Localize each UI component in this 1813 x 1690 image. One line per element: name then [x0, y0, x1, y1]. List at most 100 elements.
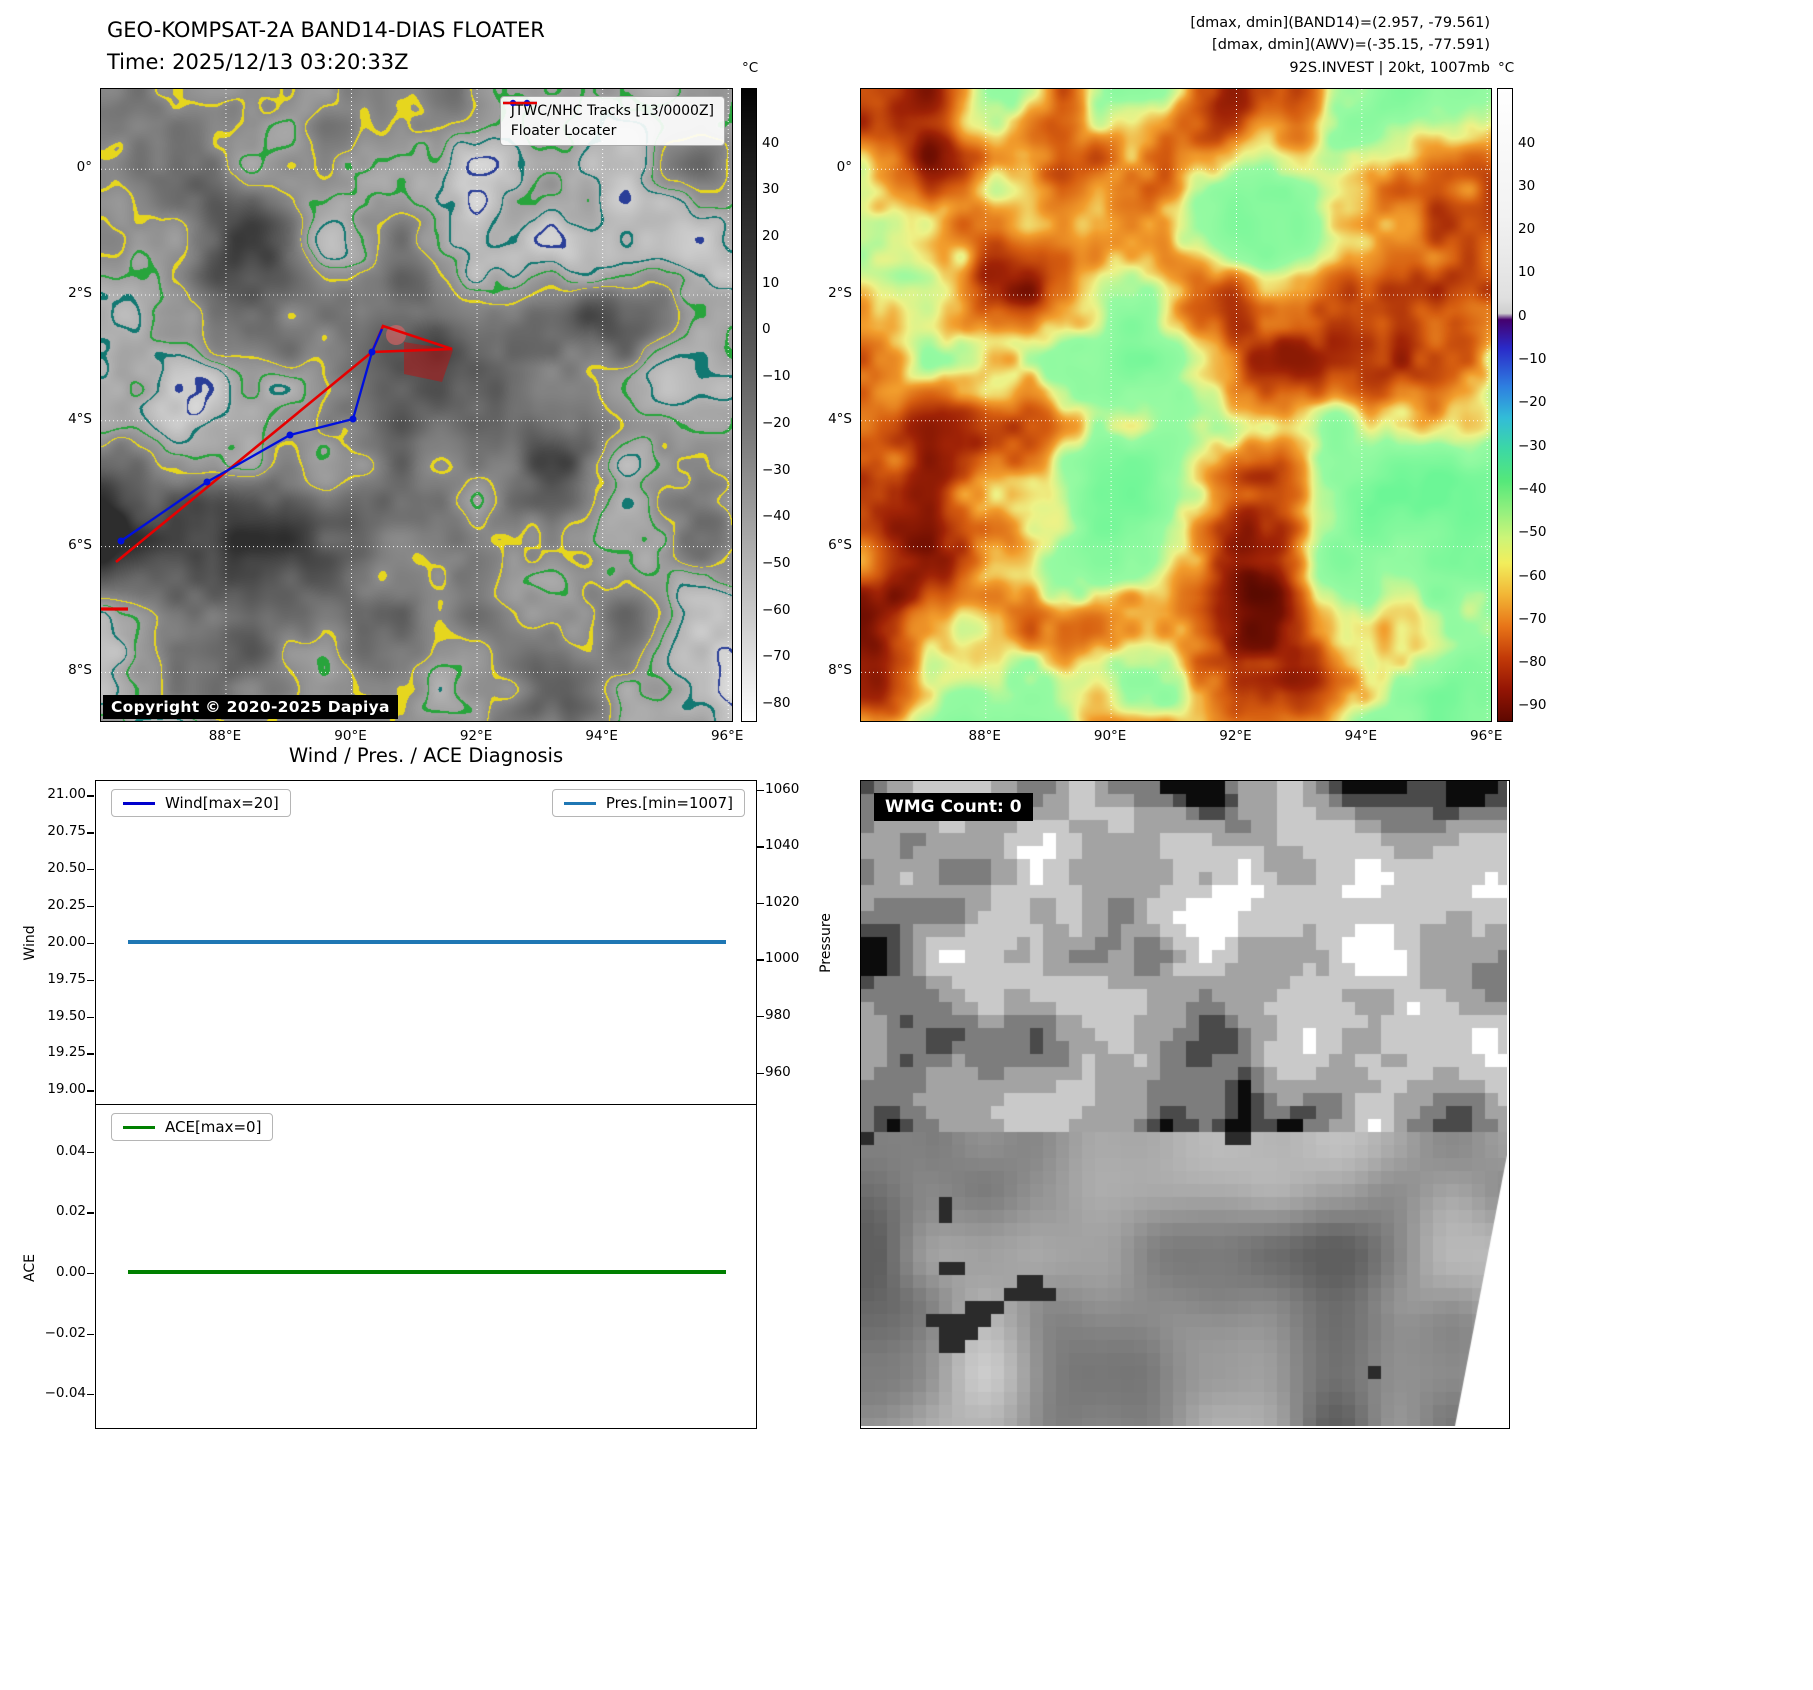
colorbar-tick: −60 — [1518, 567, 1547, 584]
colorbar-tick: −30 — [762, 461, 791, 478]
lat-tick: 0° — [76, 159, 92, 176]
pressure-axis-label: Pressure — [818, 913, 834, 973]
ace-tick: 0.04 — [55, 1142, 86, 1159]
lat-tick: 2°S — [828, 285, 852, 302]
tick-mark — [87, 942, 94, 945]
tick-mark — [87, 1272, 94, 1275]
pressure-tick: 1000 — [765, 950, 800, 967]
band14-legend: JTWC/NHC Tracks [13/0000Z] Floater Locat… — [499, 96, 725, 146]
awv-map — [860, 88, 1492, 722]
lon-tick: 92°E — [459, 728, 493, 744]
awv-colorbar-unit: °C — [1498, 60, 1515, 76]
ace-tick: −0.04 — [44, 1385, 86, 1402]
pressure-legend: Pres.[min=1007] — [551, 789, 745, 817]
lon-tick: 92°E — [1219, 728, 1252, 744]
band14-satellite-image — [101, 89, 732, 721]
pressure-tick: 1040 — [765, 837, 800, 854]
pressure-tick: 960 — [765, 1063, 791, 1080]
lat-tick: 8°S — [828, 662, 852, 679]
tick-mark — [757, 1015, 764, 1018]
colorbar-tick: 20 — [1518, 221, 1536, 238]
wind-tick: 20.00 — [47, 933, 86, 950]
lat-tick: 6°S — [68, 536, 92, 553]
lon-tick: 90°E — [1093, 728, 1127, 744]
ace-axes: ACE[max=0] — [95, 1105, 757, 1429]
band14-track-overlay — [101, 89, 732, 721]
floater-legend-label: Floater Locater — [510, 123, 617, 139]
colorbar-tick: −60 — [762, 601, 791, 618]
lat-tick: 8°S — [68, 662, 92, 679]
tick-mark — [87, 1053, 94, 1055]
awv-header-block: [dmax, dmin](BAND14)=(2.957, -79.561) [d… — [900, 12, 1490, 79]
colorbar-tick: 10 — [762, 274, 780, 291]
tick-mark — [757, 959, 764, 961]
ace-tick: 0.02 — [55, 1203, 86, 1220]
lon-tick: 88°E — [208, 728, 242, 744]
lon-tick: 94°E — [585, 728, 618, 744]
band14-colorbar — [741, 88, 757, 722]
tick-mark — [87, 979, 94, 982]
tick-mark — [87, 1151, 94, 1154]
tick-mark — [87, 1333, 94, 1335]
colorbar-tick: −10 — [762, 368, 791, 385]
awv-header-awv-range: [dmax, dmin](AWV)=(-35.15, -77.591) — [1212, 37, 1490, 54]
colorbar-tick: 30 — [1518, 177, 1536, 194]
ace-axis-label: ACE — [22, 1254, 38, 1282]
lon-tick: 88°E — [968, 728, 1001, 744]
tick-mark — [87, 795, 94, 797]
wmg-panel: WMG Count: 0 — [860, 780, 1510, 1429]
tick-mark — [757, 1072, 764, 1074]
wind-tick: 20.50 — [47, 860, 86, 877]
lat-tick: 6°S — [828, 536, 852, 553]
band14-map: JTWC/NHC Tracks [13/0000Z] Floater Locat… — [100, 88, 733, 722]
tick-mark — [87, 869, 94, 871]
pressure-tick: 1060 — [765, 780, 800, 797]
colorbar-tick: −80 — [1518, 654, 1547, 671]
lon-tick: 96°E — [1469, 728, 1503, 744]
colorbar-tick: 40 — [762, 134, 780, 151]
pressure-legend-label: Pres.[min=1007] — [605, 794, 733, 812]
colorbar-tick: −30 — [1518, 437, 1547, 454]
wmg-microwave-image — [861, 781, 1507, 1426]
colorbar-tick: −70 — [1518, 610, 1547, 627]
tick-mark — [87, 1394, 94, 1396]
wind-tick: 19.00 — [47, 1081, 86, 1098]
diagnosis-title: Wind / Pres. / ACE Diagnosis — [288, 744, 564, 767]
tick-mark — [87, 1090, 94, 1092]
colorbar-tick: 10 — [1518, 264, 1536, 281]
pressure-wind-data-line — [128, 940, 726, 944]
awv-grid-overlay — [861, 89, 1491, 721]
ace-tick: 0.00 — [55, 1263, 86, 1280]
wind-line-sample — [123, 801, 155, 805]
colorbar-tick: −50 — [762, 554, 791, 571]
colorbar-tick: 0 — [1518, 307, 1527, 324]
wind-tick: 21.00 — [47, 786, 86, 803]
tick-mark — [87, 905, 94, 908]
pressure-line-sample — [563, 801, 596, 805]
ace-legend: ACE[max=0] — [111, 1113, 274, 1141]
tracks-legend-row: JTWC/NHC Tracks [13/0000Z] — [502, 99, 714, 121]
colorbar-tick: 0 — [762, 321, 771, 338]
lon-tick: 94°E — [1344, 728, 1378, 744]
colorbar-tick: −90 — [1518, 697, 1547, 714]
lat-tick: 0° — [836, 159, 852, 176]
wind-tick: 20.75 — [47, 823, 86, 840]
ace-legend-label: ACE[max=0] — [165, 1118, 262, 1136]
wind-tick: 19.75 — [47, 970, 86, 987]
band14-time: Time: 2025/12/13 03:20:33Z — [107, 49, 409, 74]
colorbar-tick: −50 — [1518, 524, 1547, 541]
awv-colorbar — [1497, 88, 1513, 722]
ace-data-line — [128, 1270, 726, 1274]
wmg-count-label: WMG Count: 0 — [874, 793, 1033, 821]
colorbar-tick: −10 — [1518, 351, 1547, 368]
colorbar-tick: −40 — [762, 508, 791, 525]
wind-pressure-axes: Wind[max=20] Pres.[min=1007] — [95, 780, 757, 1105]
band14-colorbar-unit: °C — [742, 60, 759, 76]
wind-tick: 19.50 — [47, 1007, 86, 1024]
lat-tick: 4°S — [68, 410, 92, 427]
pressure-tick: 980 — [765, 1006, 791, 1023]
colorbar-tick: −20 — [1518, 394, 1547, 411]
tick-mark — [87, 1016, 94, 1018]
lon-tick: 96°E — [710, 728, 744, 744]
